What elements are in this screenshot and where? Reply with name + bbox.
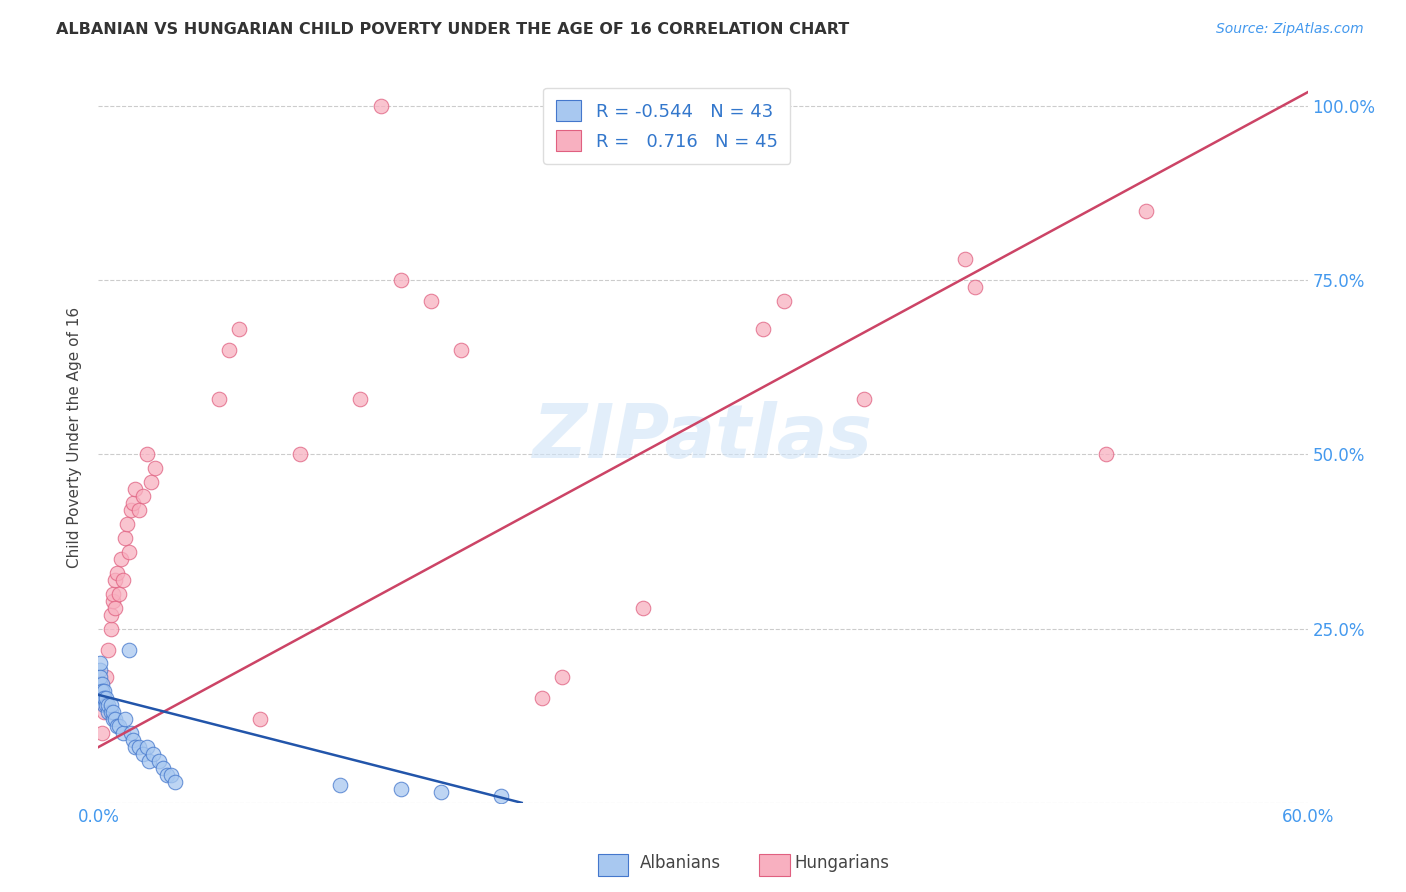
Point <box>118 642 141 657</box>
Point <box>107 587 129 601</box>
Legend: R = -0.544   N = 43, R =   0.716   N = 45: R = -0.544 N = 43, R = 0.716 N = 45 <box>543 87 790 164</box>
Point <box>953 252 976 267</box>
Point <box>124 483 146 497</box>
Point <box>103 600 125 615</box>
Point <box>1135 203 1157 218</box>
Point <box>97 705 120 719</box>
Point <box>97 698 120 713</box>
Point <box>93 705 115 719</box>
Text: Hungarians: Hungarians <box>794 855 890 872</box>
Point <box>752 322 775 336</box>
Point <box>965 280 987 294</box>
Point <box>91 677 114 691</box>
Point <box>124 740 146 755</box>
Point <box>105 719 128 733</box>
Point <box>91 691 114 706</box>
Point <box>163 775 186 789</box>
Point <box>97 642 120 657</box>
Point <box>93 698 115 713</box>
Point <box>93 691 115 706</box>
Point <box>853 392 876 406</box>
Point <box>430 785 453 799</box>
Point <box>450 343 472 357</box>
Point <box>120 503 142 517</box>
Point <box>89 657 111 671</box>
Point <box>93 684 115 698</box>
Point <box>91 684 114 698</box>
Point <box>121 733 143 747</box>
Point <box>110 552 132 566</box>
Point <box>288 448 311 462</box>
Point <box>156 768 179 782</box>
Point <box>89 664 111 678</box>
Text: Albanians: Albanians <box>640 855 721 872</box>
Point <box>103 712 125 726</box>
Point <box>772 294 794 309</box>
Y-axis label: Child Poverty Under the Age of 16: Child Poverty Under the Age of 16 <box>67 307 83 567</box>
Point <box>370 99 392 113</box>
Point <box>152 761 174 775</box>
Point <box>89 670 111 684</box>
Point <box>101 594 124 608</box>
Point <box>329 778 352 792</box>
Point <box>105 566 128 580</box>
Point <box>100 705 122 719</box>
Point <box>128 740 150 755</box>
Point <box>115 517 138 532</box>
Text: Source: ZipAtlas.com: Source: ZipAtlas.com <box>1216 22 1364 37</box>
Point <box>91 726 114 740</box>
Point <box>491 789 513 803</box>
Point <box>132 489 155 503</box>
Point <box>1095 448 1118 462</box>
Point <box>118 545 141 559</box>
Point <box>135 740 157 755</box>
Point <box>107 719 129 733</box>
Point <box>93 691 115 706</box>
Point <box>389 781 412 796</box>
Point <box>96 670 118 684</box>
Point <box>100 622 122 636</box>
Point <box>111 726 134 740</box>
Point <box>91 684 114 698</box>
Point <box>101 712 124 726</box>
Point <box>96 698 118 713</box>
Point <box>100 607 122 622</box>
Point <box>120 726 142 740</box>
Point <box>530 691 553 706</box>
Point <box>138 754 160 768</box>
Point <box>103 573 125 587</box>
Point <box>208 392 231 406</box>
Point <box>142 747 165 761</box>
Point <box>89 677 111 691</box>
Point <box>111 573 134 587</box>
Point <box>551 670 574 684</box>
Text: ZIPatlas: ZIPatlas <box>533 401 873 474</box>
Point <box>389 273 412 287</box>
Text: ALBANIAN VS HUNGARIAN CHILD POVERTY UNDER THE AGE OF 16 CORRELATION CHART: ALBANIAN VS HUNGARIAN CHILD POVERTY UNDE… <box>56 22 849 37</box>
Point <box>135 448 157 462</box>
Point <box>114 531 136 545</box>
Point <box>128 503 150 517</box>
Point <box>100 698 122 713</box>
Point <box>101 705 124 719</box>
Point <box>132 747 155 761</box>
Point <box>218 343 240 357</box>
Point <box>631 600 654 615</box>
Point <box>160 768 183 782</box>
Point <box>139 475 162 490</box>
Point <box>114 712 136 726</box>
Point <box>96 691 118 706</box>
Point <box>349 392 371 406</box>
Point <box>420 294 443 309</box>
Point <box>228 322 250 336</box>
Point <box>121 496 143 510</box>
Point <box>148 754 170 768</box>
Point <box>143 461 166 475</box>
Point <box>249 712 271 726</box>
Point <box>101 587 124 601</box>
